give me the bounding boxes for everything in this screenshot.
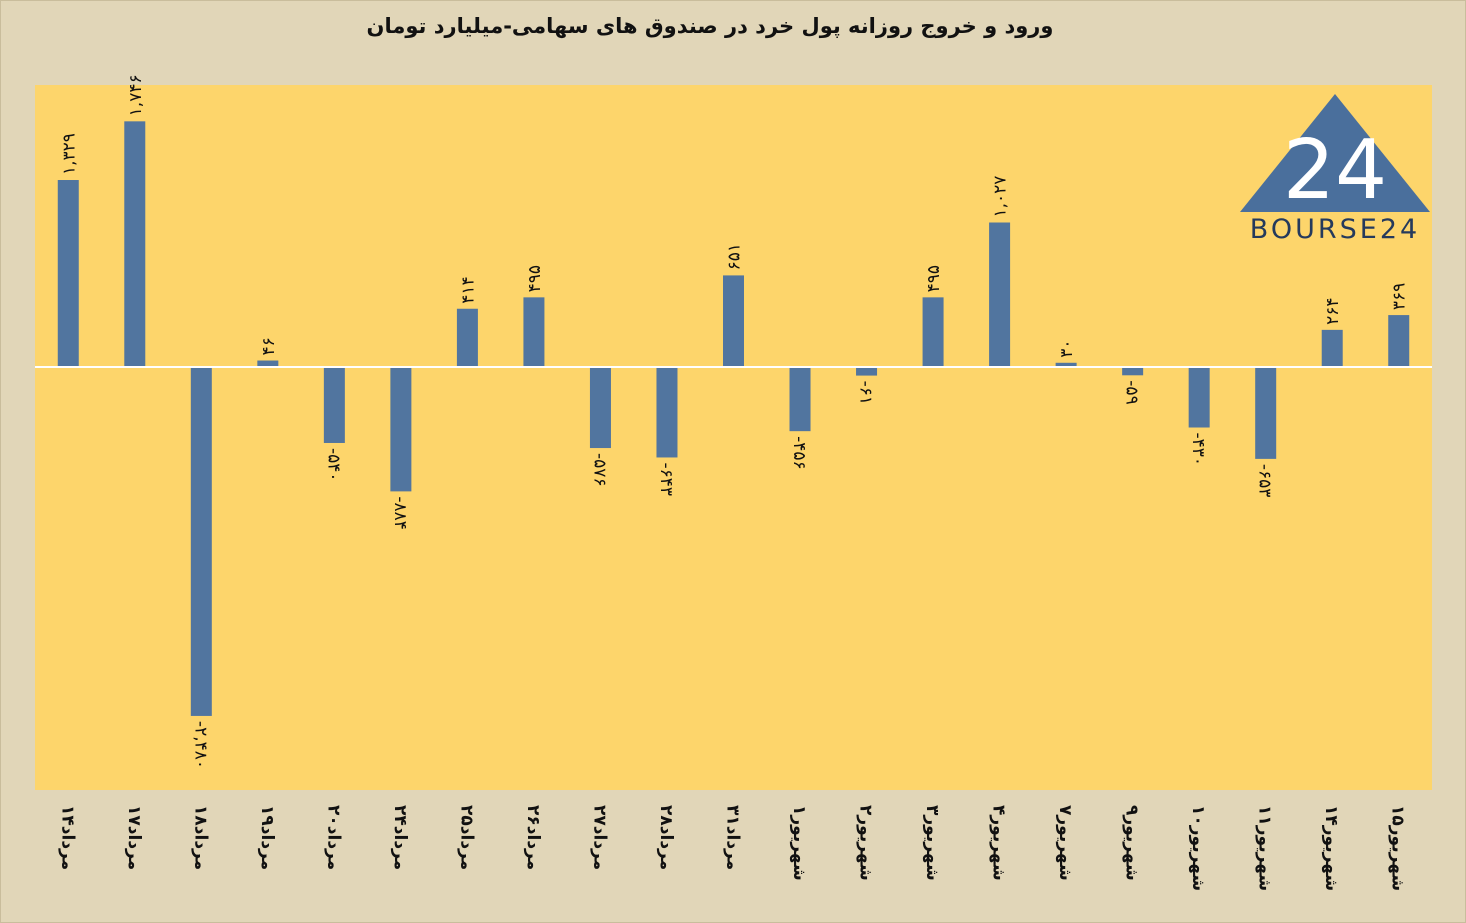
logo-mark: 24 (1283, 123, 1387, 218)
category-label: ۷شهریور (1055, 805, 1075, 881)
category-label: ۲شهریور (856, 805, 876, 881)
bar (190, 367, 212, 716)
data-label: ۴۹۵ (525, 265, 545, 292)
data-label: -۵۹ (1122, 380, 1142, 404)
data-label: -۵۷۶ (589, 453, 609, 487)
data-label: -۴۵۶ (789, 436, 809, 470)
data-label: -۶۵۳ (1255, 464, 1275, 498)
bar (1122, 367, 1144, 376)
data-label: ۳۶۹ (1390, 283, 1410, 310)
category-label: ۲۸مرداد (656, 805, 676, 870)
category-label: ۲۵مرداد (456, 805, 476, 870)
category-label: ۲۴مرداد (390, 805, 410, 870)
category-label: ۱۴شهریور (1321, 805, 1341, 891)
bar (1055, 362, 1077, 367)
category-label: ۲۰مرداد (323, 805, 343, 870)
bar (989, 222, 1011, 367)
category-label: ۴شهریور (989, 805, 1009, 881)
category-label: ۱۹مرداد (257, 805, 277, 870)
data-label: ۱,۳۲۹ (59, 133, 79, 175)
bar (257, 360, 279, 367)
data-label: -۲,۴۸۰ (190, 721, 210, 769)
bar (57, 180, 79, 367)
data-label: ۱,۰۲۷ (991, 176, 1011, 218)
data-label: ۴۱۴ (458, 276, 478, 303)
bar (922, 297, 944, 367)
bar (1188, 367, 1210, 428)
plot-area (35, 85, 1432, 790)
logo-text: BOURSE24 (1249, 214, 1421, 245)
data-label: -۶۱ (856, 381, 876, 405)
data-label: -۸۸۴ (390, 496, 410, 530)
category-label: ۱شهریور (789, 805, 809, 881)
category-label: ۱۱شهریور (1255, 805, 1275, 891)
category-label: ۹شهریور (1122, 805, 1142, 881)
category-label: ۱۸مرداد (190, 805, 210, 870)
bar (456, 308, 478, 367)
data-label: ۲۶۴ (1323, 297, 1343, 324)
data-label: -۶۴۳ (656, 462, 676, 496)
bar (856, 367, 878, 376)
data-label: ۴۶ (259, 337, 279, 355)
category-label: ۲۷مرداد (589, 805, 609, 870)
bar (589, 367, 611, 449)
bar (723, 275, 744, 367)
bar (523, 297, 545, 367)
bar (1321, 329, 1343, 367)
value-labels-group: ۱,۳۲۹ ۱,۷۴۶ -۲,۴۸۰ ۴۶ -۵۴۰ -۸۸۴ ۴۱۴ ۴۹۵ -۵۷۶ -۶۴۳… (59, 74, 1409, 769)
bourse24-logo: 24 (1240, 94, 1430, 218)
data-label: -۵۴۰ (323, 448, 343, 482)
category-label: ۲۶مرداد (523, 805, 543, 870)
category-label: ۳۱مرداد (723, 805, 743, 870)
bar (323, 367, 345, 443)
data-label: ۶۵۱ (725, 243, 745, 270)
bar (1255, 367, 1277, 459)
chart-title: ورود و خروج روزانه پول خرد در صندوق های … (366, 14, 1054, 38)
category-label: ۱۴مرداد (57, 805, 77, 870)
bar (656, 367, 678, 458)
bar (1388, 315, 1410, 367)
category-label: ۳شهریور (922, 805, 942, 881)
data-label: ۱,۷۴۶ (126, 74, 146, 116)
category-labels-group: ۱۴مرداد ۱۷مرداد ۱۸مرداد ۱۹مرداد ۲۰مرداد ۲۴مرد… (57, 805, 1407, 891)
data-label: ۴۹۵ (924, 265, 944, 292)
category-label: ۱۰شهریور (1188, 805, 1208, 891)
data-label: -۴۳۰ (1188, 433, 1208, 467)
bar (124, 121, 146, 367)
data-label: ۳۰ (1057, 340, 1077, 358)
category-label: ۱۵شهریور (1388, 805, 1408, 891)
bar (390, 367, 412, 492)
category-label: ۱۷مرداد (124, 805, 144, 870)
bar (789, 367, 811, 432)
logo-triangle (1240, 94, 1430, 212)
bars-group (57, 121, 1410, 716)
